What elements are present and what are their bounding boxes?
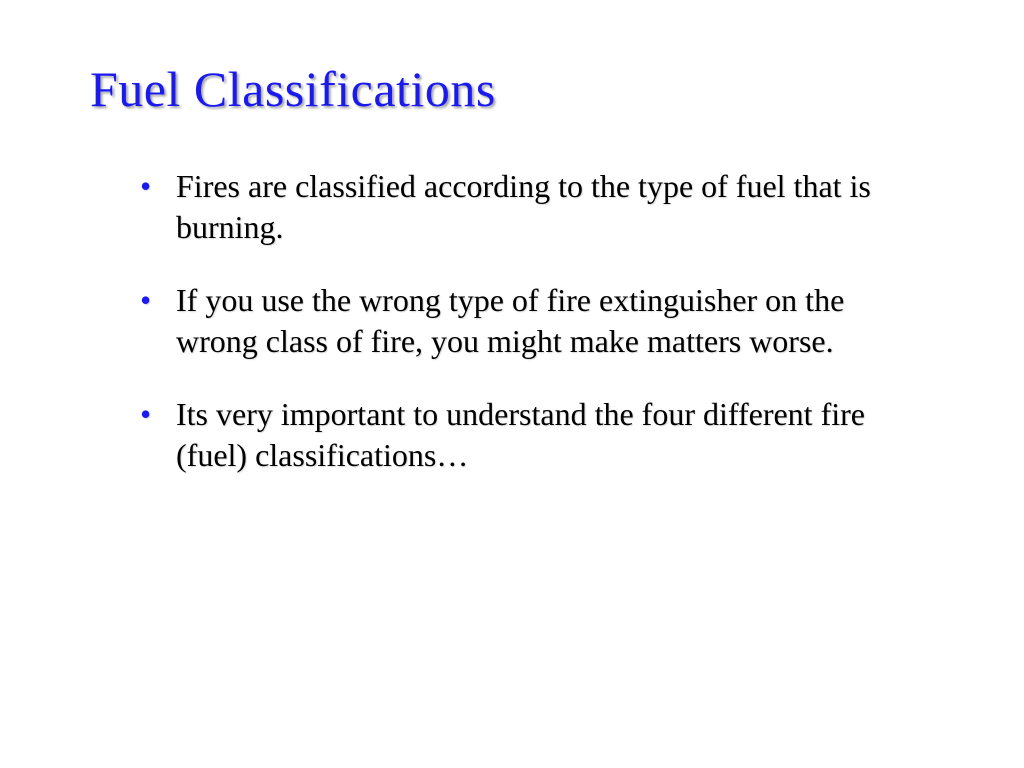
list-item: If you use the wrong type of fire exting… — [140, 280, 934, 362]
list-item: Fires are classified according to the ty… — [140, 166, 934, 248]
slide: Fuel Classifications Fires are classifie… — [0, 0, 1024, 768]
slide-title: Fuel Classifications — [90, 60, 934, 118]
list-item: Its very important to understand the fou… — [140, 394, 934, 476]
bullet-list: Fires are classified according to the ty… — [90, 166, 934, 476]
